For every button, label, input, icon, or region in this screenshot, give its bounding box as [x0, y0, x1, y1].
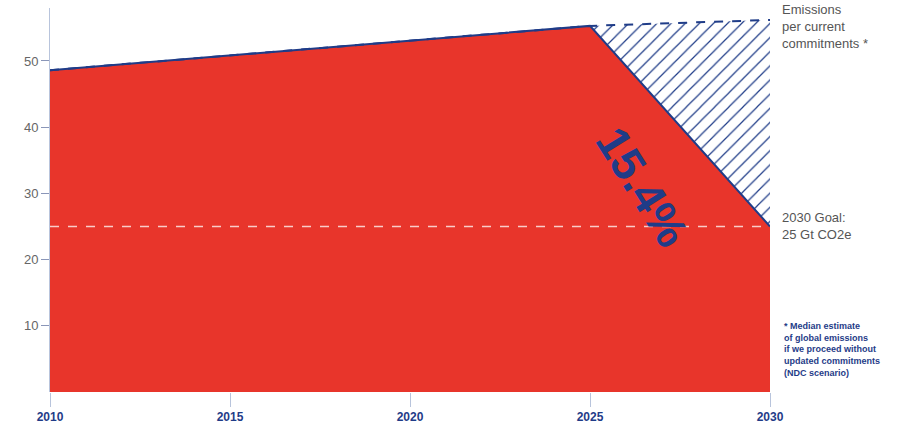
svg-text:30: 30: [24, 186, 38, 201]
svg-text:Emissionsper currentcommitment: Emissionsper currentcommitments *: [782, 2, 868, 51]
svg-text:10: 10: [24, 318, 38, 333]
svg-text:2030: 2030: [757, 410, 784, 424]
svg-text:* Median estimateof global emi: * Median estimateof global emissionsif w…: [784, 321, 880, 378]
svg-text:50: 50: [24, 54, 38, 69]
svg-text:2010: 2010: [37, 410, 64, 424]
svg-text:2020: 2020: [397, 410, 424, 424]
svg-text:20: 20: [24, 252, 38, 267]
svg-text:2025: 2025: [577, 410, 604, 424]
svg-text:2030 Goal:25 Gt CO2e: 2030 Goal:25 Gt CO2e: [782, 210, 851, 242]
svg-text:40: 40: [24, 120, 38, 135]
svg-text:15.4%: 15.4%: [586, 118, 699, 256]
svg-text:2015: 2015: [217, 410, 244, 424]
